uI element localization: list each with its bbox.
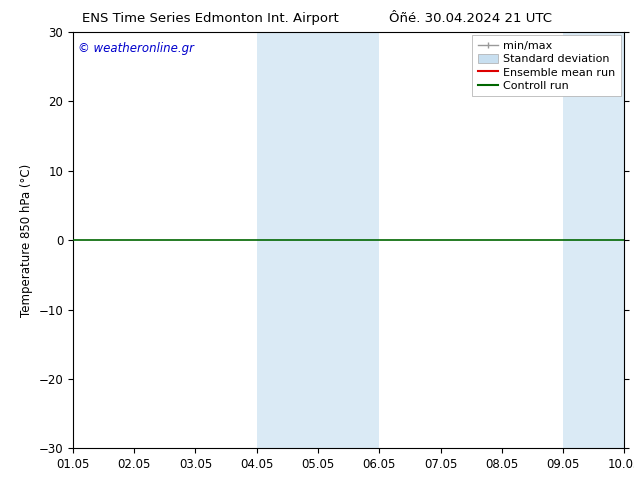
Text: ENS Time Series Edmonton Int. Airport: ENS Time Series Edmonton Int. Airport — [82, 12, 339, 25]
Bar — [563, 32, 624, 448]
Y-axis label: Temperature 850 hPa (°C): Temperature 850 hPa (°C) — [20, 164, 33, 317]
Bar — [318, 32, 379, 448]
Legend: min/max, Standard deviation, Ensemble mean run, Controll run: min/max, Standard deviation, Ensemble me… — [472, 35, 621, 97]
Bar — [257, 32, 318, 448]
Text: Ôñé. 30.04.2024 21 UTC: Ôñé. 30.04.2024 21 UTC — [389, 12, 552, 25]
Text: © weatheronline.gr: © weatheronline.gr — [79, 42, 195, 55]
